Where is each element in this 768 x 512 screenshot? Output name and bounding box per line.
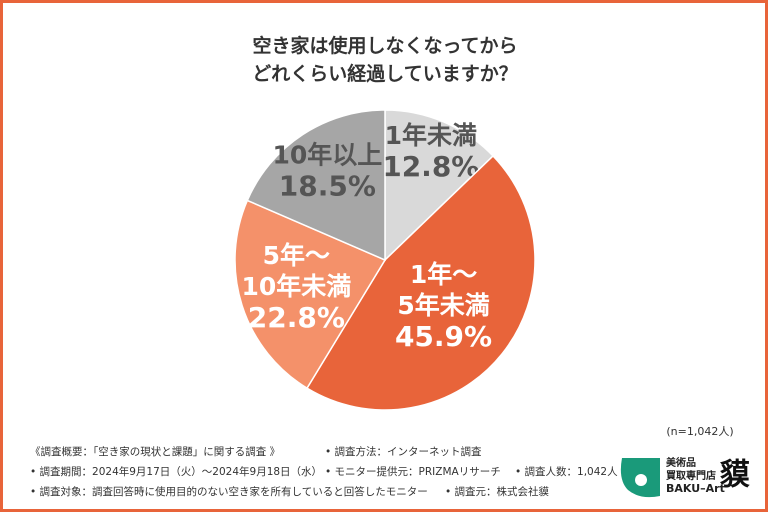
footnote: • モニター提供元：PRIZMAリサーチ [325,465,501,478]
footnote: • 調査対象：調査回答時に使用目的のない空き家を所有していると回答したモニター [30,485,428,498]
footnote: 《調査概要：「空き家の現状と課題」に関する調査 》 [30,445,280,458]
slice-label: 10年以上 [272,141,382,170]
pie-slice [246,109,386,262]
slice-value: 45.9% [395,320,492,353]
logo-icon-dot [635,474,647,486]
slice-value: 18.5% [279,170,376,203]
pie-slice [384,109,495,262]
pie-slice [234,199,387,390]
slice-value: 12.8% [382,150,479,183]
footnote: • 調査期間：2024年9月17日（火）～2024年9月18日（水） [30,465,322,478]
chart-title: 空き家は使用しなくなってからどれくらい経過していますか？ [252,34,517,85]
pie-slice [305,154,536,411]
footnote: • 調査元：株式会社貘 [445,485,550,498]
logo-text: 買取専門店 [666,469,716,482]
slice-label: 5年～ 10年未満 [241,241,351,301]
logo-text: BAKU–Art [666,482,725,495]
slice-label: 1年未満 [385,121,477,150]
slice-label: 1年～ 5年未満 [397,260,489,320]
footnote: • 調査人数：1,042人 [515,465,618,478]
slice-value: 22.8% [248,301,345,334]
logo-mark: 貘 [719,458,750,493]
logo-text: 美術品 [666,456,696,469]
sample-note: (n=1,042人) [666,425,733,438]
footnote: • 調査方法：インターネット調査 [325,445,482,458]
